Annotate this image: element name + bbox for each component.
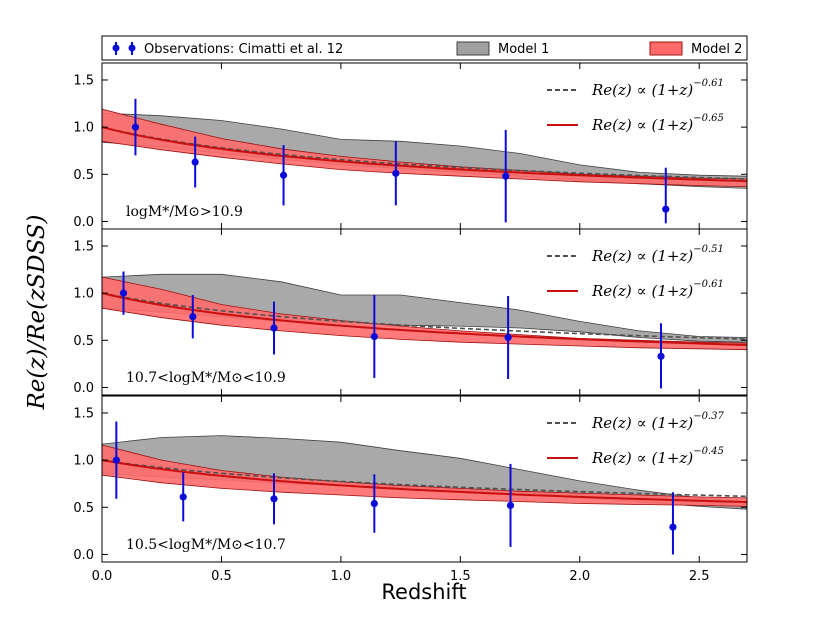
y-tick-label: 1.5	[73, 239, 94, 254]
fit-exponent: −0.51	[693, 244, 724, 255]
legend-obs-marker-1	[112, 44, 120, 52]
legend-label-model2: Model 2	[691, 42, 742, 57]
obs-point	[669, 523, 677, 531]
panel-label: 10.7<logM*/M⊙<10.9	[126, 370, 286, 386]
x-tick-label: 2.5	[689, 569, 710, 584]
y-tick-label: 1.5	[73, 406, 94, 421]
fit-legend-label: Re(z) ∝ (1+z)−0.61	[591, 78, 724, 99]
legend-entry-model2: Model 2	[649, 41, 742, 57]
panel-3: 0.0 0.5 1.0 1.5 Re(z) ∝ (1+z)−0.37 Re(z) ∝ (1…	[73, 395, 748, 563]
y-tick-label: 1.0	[73, 121, 94, 136]
panel-frame	[101, 395, 748, 563]
obs-point	[370, 332, 378, 341]
obs-point	[392, 169, 400, 177]
y-axis-label: Re(z)/Re(zSDSS)	[24, 214, 50, 410]
panel-plot-area	[102, 98, 747, 224]
x-axis-label: Redshift	[381, 580, 466, 604]
obs-point	[191, 158, 199, 166]
fit-legend-label: Re(z) ∝ (1+z)−0.61	[591, 279, 724, 300]
y-tick-label: 1.5	[73, 73, 94, 88]
y-tick-label: 0.5	[73, 168, 94, 183]
panel-2: 0.0 0.5 1.0 1.5 Re(z) ∝ (1+z)−0.51 Re(z) ∝ (1…	[73, 228, 748, 396]
legend-label-observations: Observations: Cimatti et al. 12	[144, 42, 343, 57]
y-tick-label: 0.0	[73, 381, 94, 396]
y-tick-label: 0.5	[73, 501, 94, 516]
fit-curve-solid	[102, 459, 747, 504]
panel-frame	[101, 228, 748, 396]
panel-label: logM*/M⊙>10.9	[126, 204, 243, 220]
fit-curve-dashed	[102, 292, 747, 340]
obs-point	[270, 324, 278, 332]
y-tick-label: 0.5	[73, 334, 94, 349]
panel-label: 10.5<logM*/M⊙<10.7	[126, 537, 286, 553]
model2-band	[102, 444, 747, 507]
fit-legend-label: Re(z) ∝ (1+z)−0.65	[591, 113, 724, 134]
panels: 0.0 0.5 1.0 1.5 Re(z) ∝ (1+z)−0.61 Re(z) ∝ (1…	[73, 62, 748, 563]
y-tick-label: 0.0	[73, 215, 94, 230]
legend: Observations: Cimatti et al. 12 Model 1 …	[101, 35, 748, 61]
obs-point	[502, 172, 510, 180]
x-tick-label: 0.0	[92, 569, 113, 584]
obs-point	[119, 289, 128, 297]
obs-point	[370, 499, 378, 508]
x-tick-label: 0.5	[211, 569, 232, 584]
x-tick-label: 2.0	[569, 569, 590, 584]
fit-exponent: −0.65	[693, 113, 724, 124]
obs-point	[189, 313, 197, 321]
x-tick-label: 1.0	[331, 569, 352, 584]
obs-point	[279, 171, 288, 179]
legend-entry-model1: Model 1	[456, 41, 549, 57]
obs-point	[112, 456, 120, 464]
obs-point	[504, 333, 512, 342]
y-tick-label: 1.0	[73, 287, 94, 302]
obs-point	[506, 501, 515, 510]
fit-curve-solid	[102, 292, 747, 346]
panel-1: 0.0 0.5 1.0 1.5 Re(z) ∝ (1+z)−0.61 Re(z) ∝ (1…	[73, 62, 748, 230]
fit-legend-label: Re(z) ∝ (1+z)−0.51	[591, 244, 724, 265]
fit-curve-solid	[102, 126, 747, 183]
fit-curve-dashed	[102, 459, 747, 498]
fit-legend-label: Re(z) ∝ (1+z)−0.45	[591, 446, 724, 467]
legend-model2-swatch	[649, 41, 683, 56]
legend-obs-marker-2	[128, 44, 136, 52]
obs-point	[131, 123, 140, 131]
fit-exponent: −0.45	[693, 446, 724, 457]
legend-label-model1: Model 1	[498, 42, 549, 57]
obs-point	[662, 205, 670, 213]
fit-legend-label: Re(z) ∝ (1+z)−0.37	[591, 411, 724, 432]
fit-curve-dashed	[102, 126, 747, 180]
y-tick-label: 0.0	[73, 548, 94, 563]
fit-exponent: −0.61	[693, 78, 724, 89]
legend-frame	[101, 35, 748, 61]
legend-entry-observations: Observations: Cimatti et al. 12	[112, 42, 343, 57]
panel-plot-area	[102, 421, 747, 555]
obs-point	[657, 352, 665, 360]
x-tick-label: 1.5	[450, 569, 471, 584]
fit-exponent: −0.61	[693, 279, 724, 290]
x-tick-labels: 0.0 0.5 1.0 1.5 2.0 2.5	[92, 569, 710, 584]
y-tick-label: 1.0	[73, 454, 94, 469]
panel-plot-area	[102, 271, 747, 389]
legend-model1-swatch	[456, 41, 490, 56]
obs-point	[270, 495, 278, 503]
obs-point	[179, 493, 187, 501]
fit-exponent: −0.37	[693, 411, 724, 422]
